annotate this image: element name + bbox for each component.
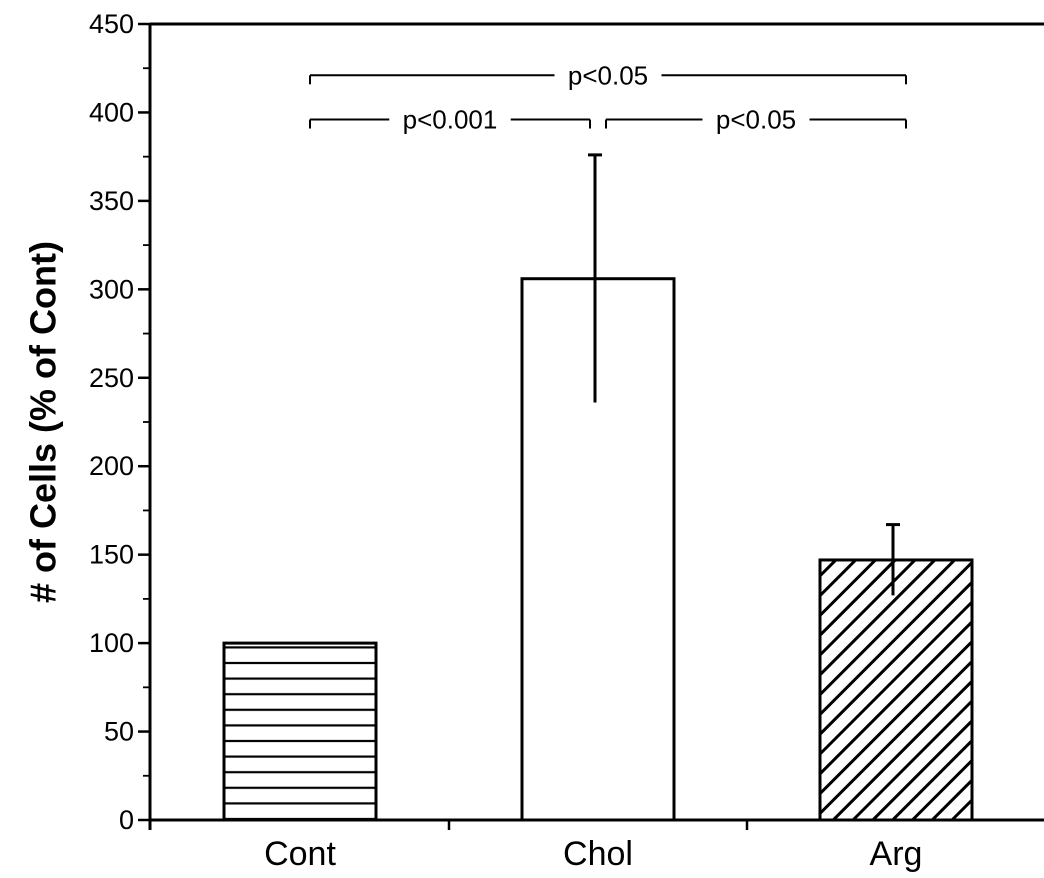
y-tick-label: 450 xyxy=(89,9,134,39)
significance-label: p<0.05 xyxy=(716,105,796,135)
y-tick-label: 150 xyxy=(89,540,134,570)
y-tick-label: 250 xyxy=(89,363,134,393)
x-category-label: Cont xyxy=(264,835,336,873)
bars xyxy=(222,277,974,822)
y-axis: 0 50 100 150 200 250 300 350 400 450 xyxy=(89,9,150,835)
y-axis-title: # of Cells (% of Cont) xyxy=(23,241,64,603)
bar-cont xyxy=(222,641,378,822)
y-tick-label: 0 xyxy=(119,805,134,835)
y-tick-label: 300 xyxy=(89,274,134,304)
bar-arg xyxy=(818,558,974,822)
x-axis: Cont Chol Arg xyxy=(148,820,923,873)
significance-brackets: p<0.001 p<0.05 p<0.05 xyxy=(309,60,907,135)
x-category-label: Arg xyxy=(870,835,923,873)
y-tick-label: 350 xyxy=(89,186,134,216)
error-bars xyxy=(588,153,900,596)
y-tick-label: 400 xyxy=(89,97,134,127)
y-tick-label: 50 xyxy=(104,717,134,747)
significance-bracket: p<0.05 xyxy=(309,60,907,90)
significance-label: p<0.001 xyxy=(403,105,498,135)
significance-bracket: p<0.001 xyxy=(309,105,591,135)
significance-label: p<0.05 xyxy=(568,60,648,90)
x-category-label: Chol xyxy=(563,835,633,873)
y-tick-label: 200 xyxy=(89,451,134,481)
bar-chol xyxy=(520,277,676,822)
significance-bracket: p<0.05 xyxy=(605,105,907,135)
y-tick-label: 100 xyxy=(89,628,134,658)
